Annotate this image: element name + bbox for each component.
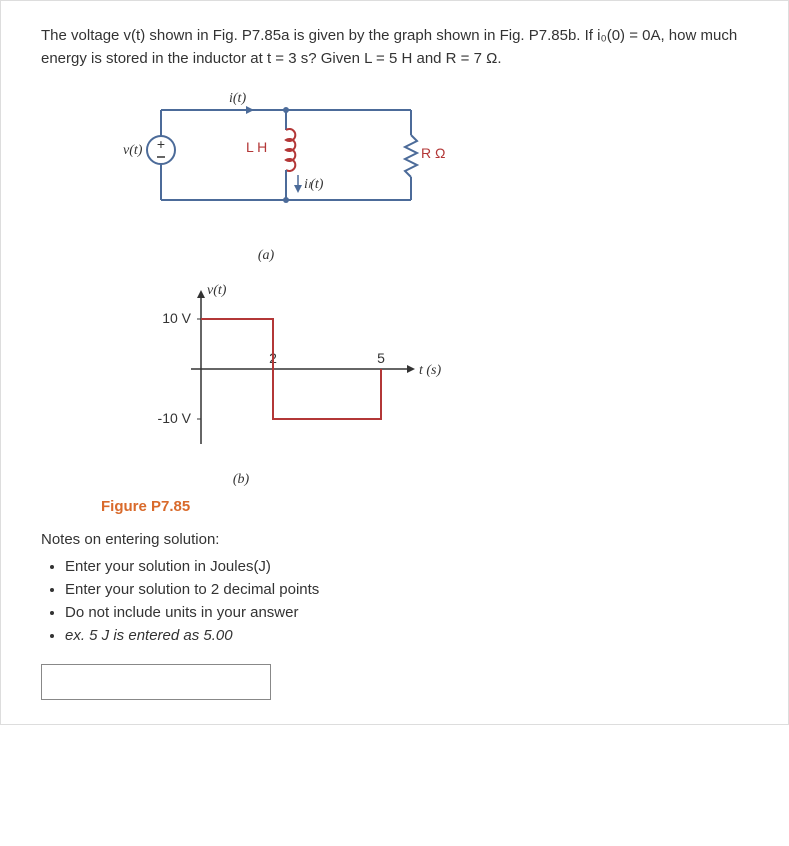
note-item: Enter your solution to 2 decimal points [65,579,748,600]
notes-heading: Notes on entering solution: [41,531,748,548]
notes-list: Enter your solution in Joules(J)Enter yo… [41,556,748,646]
figure-a-circuit: + v(t) i(t) L H iₗ(t) R Ω (a) [101,80,748,264]
note-item: ex. 5 J is entered as 5.00 [65,625,748,646]
svg-text:t (s): t (s) [419,363,442,378]
svg-text:+: + [157,136,165,152]
figure-label: Figure P7.85 [101,498,748,515]
svg-text:R Ω: R Ω [421,145,445,161]
graph-svg: 10 V-10 V25v(t)t (s) [101,274,461,464]
circuit-svg: + v(t) i(t) L H iₗ(t) R Ω [101,80,461,240]
note-item: Enter your solution in Joules(J) [65,556,748,577]
svg-text:10 V: 10 V [162,310,191,326]
svg-text:L H: L H [246,139,267,155]
svg-text:v(t): v(t) [123,143,143,158]
figure-b-graph: 10 V-10 V25v(t)t (s) (b) [101,274,748,488]
svg-text:i(t): i(t) [229,91,246,106]
answer-input[interactable] [41,664,271,700]
question-text: The voltage v(t) shown in Fig. P7.85a is… [41,25,748,70]
svg-text:iₗ(t): iₗ(t) [304,177,324,192]
note-item: Do not include units in your answer [65,602,748,623]
figure-b-caption: (b) [101,472,381,488]
figure-a-caption: (a) [101,248,431,264]
svg-text:-10 V: -10 V [158,410,192,426]
svg-text:v(t): v(t) [207,283,227,298]
svg-text:5: 5 [377,350,385,366]
